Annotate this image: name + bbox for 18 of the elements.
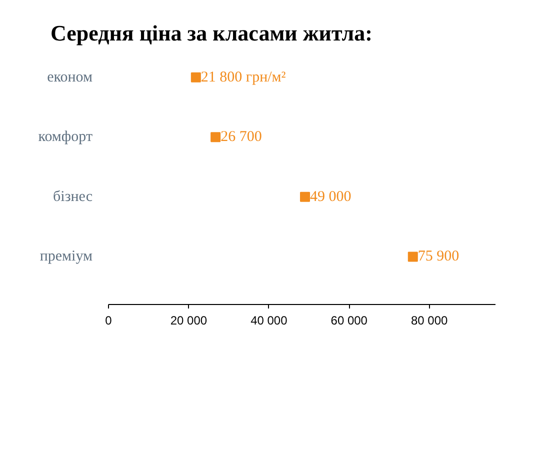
chart-title: Середня ціна за класами житла: <box>50 20 372 46</box>
y-tick-label: бізнес <box>53 188 93 205</box>
point <box>190 72 201 82</box>
x-tick-label: 0 <box>105 314 112 328</box>
point <box>300 192 310 202</box>
y-tick-label: економ <box>47 69 94 86</box>
point <box>210 132 221 142</box>
x-tick-label: 20 000 <box>170 314 208 328</box>
point <box>408 252 418 262</box>
x-tick-label: 40 000 <box>250 314 288 328</box>
data-label: 26 700 <box>220 129 262 146</box>
data-label: 21 800 грн/м² <box>200 69 286 86</box>
x-tick-label: 60 000 <box>330 314 368 328</box>
y-tick-label: комфорт <box>38 129 93 146</box>
data-label: 75 900 <box>418 248 460 265</box>
x-tick-label: 80 000 <box>410 314 448 328</box>
y-tick-label: преміум <box>40 248 94 265</box>
data-label: 49 000 <box>310 188 352 205</box>
